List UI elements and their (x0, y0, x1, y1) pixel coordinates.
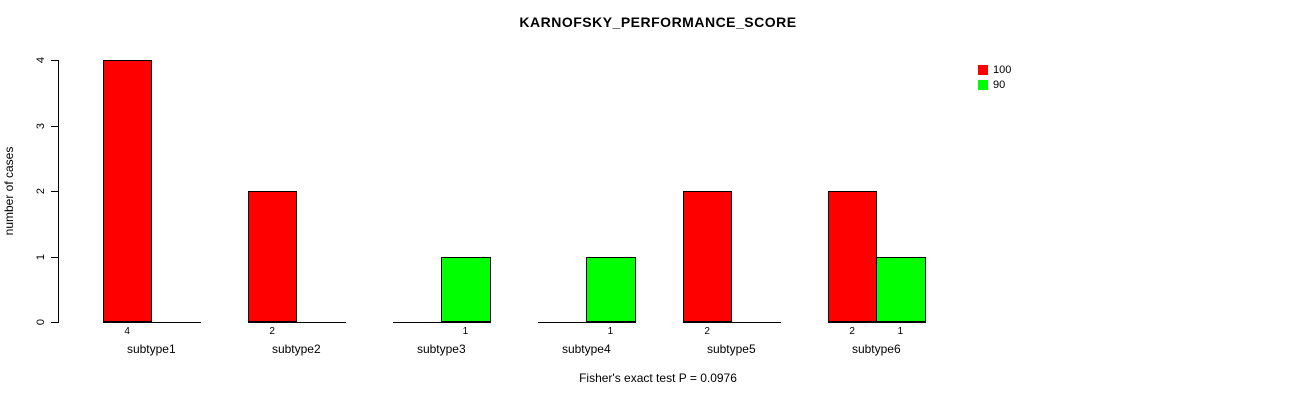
x-axis-segment (393, 322, 491, 323)
bar-subtype6-100 (828, 191, 878, 322)
y-tick-label: 2 (35, 187, 47, 195)
x-category-label: subtype5 (706, 342, 756, 356)
bar-subtype2-100 (248, 191, 298, 322)
x-category-label: subtype4 (561, 342, 611, 356)
bar-count-label: 1 (462, 326, 469, 337)
bar-subtype5-100 (683, 191, 733, 322)
y-tick-label: 0 (35, 318, 47, 326)
bar-subtype6-90 (876, 256, 926, 322)
legend-swatch-icon (978, 80, 988, 90)
bar-count-label: 2 (269, 326, 275, 337)
y-tick (51, 256, 58, 258)
bar-subtype3-90 (441, 256, 491, 322)
chart-title: KARNOFSKY_PERFORMANCE_SCORE (519, 14, 797, 30)
y-axis-label: number of cases (2, 146, 16, 236)
x-category-label: subtype2 (271, 342, 321, 356)
y-tick (51, 191, 58, 192)
legend-entry-90: 90 (978, 78, 1011, 92)
x-axis-segment (828, 322, 926, 323)
y-tick (51, 322, 58, 323)
y-tick-label: 3 (35, 122, 47, 129)
bar-subtype1-100 (103, 60, 153, 322)
y-tick-label: 4 (35, 56, 47, 64)
bar-subtype4-90 (586, 256, 636, 322)
y-tick-label: 1 (35, 253, 47, 260)
x-category-label: subtype6 (851, 342, 901, 356)
bar-count-label: 1 (607, 326, 614, 337)
bar-count-label: 4 (124, 326, 130, 337)
x-axis-segment (103, 322, 201, 323)
bar-count-label: 2 (704, 326, 710, 337)
legend-swatch-icon (978, 65, 988, 75)
legend-label: 100 (993, 64, 1012, 76)
bar-count-label: 2 (849, 326, 855, 337)
y-tick (51, 125, 58, 127)
fisher-test-annotation: Fisher's exact test P = 0.0976 (579, 371, 737, 385)
legend-label: 90 (993, 79, 1006, 91)
x-category-label: subtype1 (126, 342, 176, 356)
x-axis-segment (683, 322, 781, 323)
legend-entry-100: 100 (978, 63, 1011, 77)
y-axis-line (58, 60, 59, 323)
bar-count-label: 1 (897, 326, 904, 337)
legend: 100 90 (978, 63, 1011, 93)
x-axis-segment (538, 322, 636, 323)
y-tick (51, 60, 58, 61)
x-axis-segment (248, 322, 346, 323)
x-category-label: subtype3 (416, 342, 466, 356)
